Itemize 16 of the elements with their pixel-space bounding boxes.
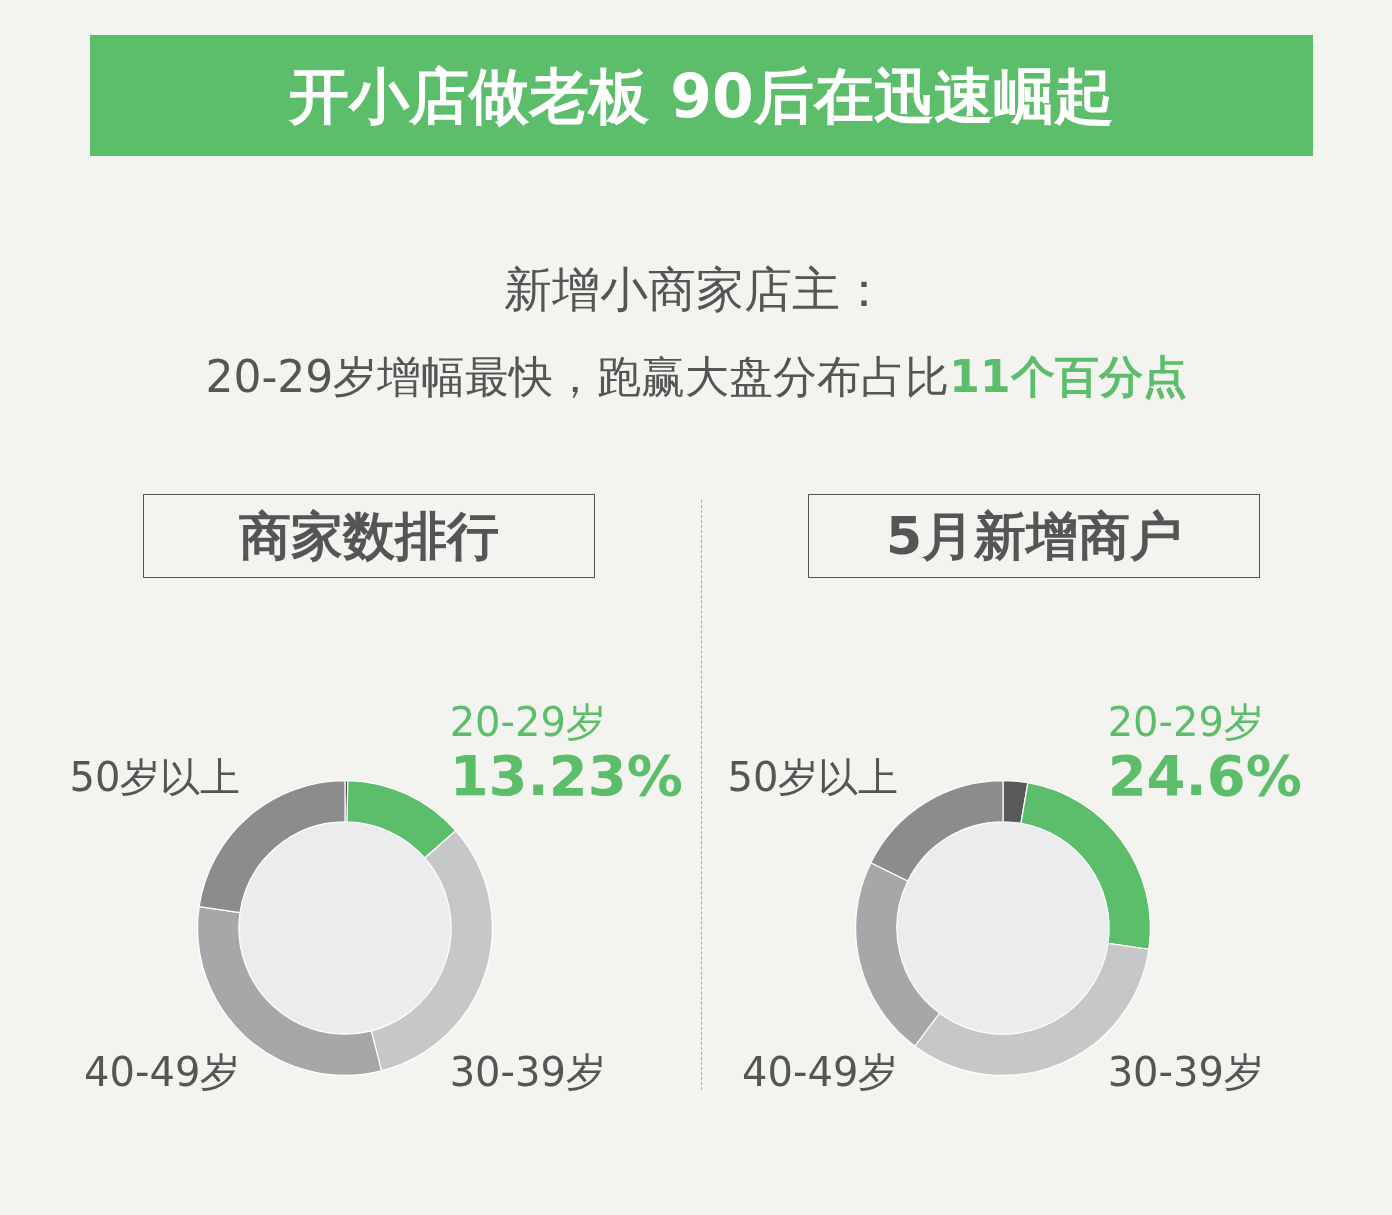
text: 20-29岁增幅最快，跑赢大盘分布占比 bbox=[205, 351, 950, 402]
slice-label: 30-39岁 bbox=[1107, 1048, 1264, 1095]
text: 11个百分点 bbox=[949, 351, 1187, 402]
data-label: 24.6% bbox=[1107, 743, 1302, 809]
chart-title: 5月新增商户 bbox=[885, 505, 1183, 567]
slice-label: 30-39岁 bbox=[449, 1048, 606, 1095]
text: 新增小商家店主： bbox=[504, 261, 888, 317]
title-banner: 开小店做老板 90后在迅速崛起 bbox=[90, 35, 1313, 156]
slice-label: 40-49岁 bbox=[84, 1048, 241, 1095]
chart-title: 商家数排行 bbox=[239, 505, 499, 567]
data-label: 13.23% bbox=[449, 743, 683, 809]
slice-label: 20-29岁 bbox=[1107, 698, 1264, 745]
slice-label: 20-29岁 bbox=[449, 698, 606, 745]
slice-label: 40-49岁 bbox=[742, 1048, 899, 1095]
slice-label: 50岁以上 bbox=[69, 753, 241, 800]
slice-label: 50岁以上 bbox=[727, 753, 899, 800]
